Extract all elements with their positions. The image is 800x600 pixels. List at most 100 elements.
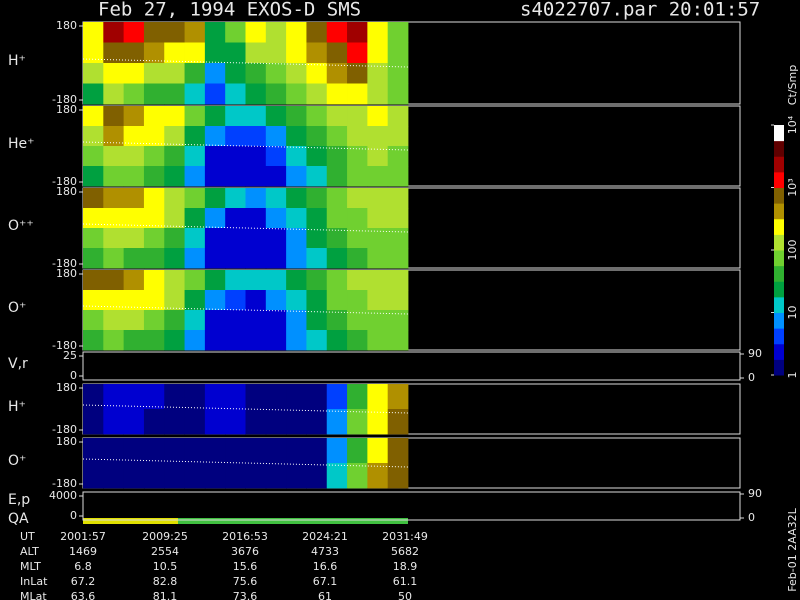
colorbar-swatch xyxy=(774,171,784,188)
ephemeris-value: 3676 xyxy=(231,545,259,558)
colorbar-swatch xyxy=(774,296,784,313)
ephemeris-value: 2024:21 xyxy=(302,530,348,543)
ephemeris-value: 2016:53 xyxy=(222,530,268,543)
y-tick-label: 4000 xyxy=(49,489,77,502)
spectrogram-cell xyxy=(204,126,226,147)
spectrogram-cell xyxy=(204,146,226,167)
ephemeris-value: 61 xyxy=(318,590,332,600)
spectrogram-cell xyxy=(103,438,125,464)
spectrogram-cell xyxy=(123,22,145,43)
spectrogram-cell xyxy=(265,409,287,435)
spectrogram-cell xyxy=(164,270,185,291)
spectrogram-cell xyxy=(326,208,348,229)
colorbar-tick-label: 10³ xyxy=(786,178,799,196)
spectrogram-cell xyxy=(143,384,165,410)
spectrogram-cell xyxy=(245,228,267,249)
spectrogram-cell xyxy=(306,63,328,84)
spectrogram-cell xyxy=(265,166,287,187)
spectrogram-cell xyxy=(286,42,307,64)
spectrogram-cell xyxy=(143,126,165,147)
y-tick-label: -180 xyxy=(52,477,77,490)
spectrogram-cell xyxy=(103,146,125,167)
spectrogram-cell xyxy=(103,310,125,331)
spectrogram-cell xyxy=(164,310,185,331)
spectrogram-cell xyxy=(265,188,287,209)
spectrogram-cell xyxy=(387,228,409,249)
spectrogram-cell xyxy=(164,208,185,229)
spectrogram-cell xyxy=(387,126,409,147)
spectrogram-cell xyxy=(103,126,125,147)
spectrogram-cell xyxy=(164,409,185,435)
spectrogram-cell xyxy=(123,228,145,249)
spectrogram-cell xyxy=(225,208,246,229)
spectrogram-cell xyxy=(347,463,368,489)
spectrogram-cell xyxy=(164,106,185,127)
spectrogram-cell xyxy=(326,106,348,127)
ephemeris-value: 2009:25 xyxy=(142,530,188,543)
y2-tick-label: 0 xyxy=(748,511,755,524)
spectrogram-cell xyxy=(286,438,307,464)
spectrogram-cell xyxy=(265,438,287,464)
spectrogram-cell xyxy=(143,22,165,43)
spectrogram-cell xyxy=(265,208,287,229)
spectrogram-cell xyxy=(164,290,185,311)
spectrogram-cell xyxy=(347,330,368,351)
spectrogram-cell xyxy=(306,330,328,351)
phase-trace xyxy=(82,458,409,468)
spectrogram-cell xyxy=(387,463,409,489)
colorbar-swatch xyxy=(774,140,784,157)
spectrogram-cell xyxy=(347,42,368,64)
spectrogram-cell xyxy=(123,463,145,489)
spectrogram-cell xyxy=(326,166,348,187)
spectrogram-cell xyxy=(245,270,267,291)
spectrogram-cell xyxy=(204,409,226,435)
spectrogram-cell xyxy=(286,228,307,249)
colorbar-swatch xyxy=(774,359,784,376)
spectrogram-cell xyxy=(265,248,287,269)
spectrogram-cell xyxy=(164,188,185,209)
spectrogram-cell xyxy=(164,83,185,105)
spectrogram-cell xyxy=(367,438,389,464)
ephemeris-value: 1469 xyxy=(69,545,97,558)
chart-subtitle: s4022707.par 20:01:57 xyxy=(520,0,760,21)
spectrogram-cell xyxy=(164,463,185,489)
spectrogram-cell xyxy=(103,330,125,351)
spectrogram-cell xyxy=(306,188,328,209)
ephemeris-value: 73.6 xyxy=(233,590,258,600)
spectrogram-cell xyxy=(387,42,409,64)
spectrogram-cell xyxy=(204,106,226,127)
ephemeris-value: 18.9 xyxy=(393,560,418,573)
spectrogram-cell xyxy=(347,188,368,209)
spectrogram-cell xyxy=(225,63,246,84)
spectrogram-cell xyxy=(123,270,145,291)
spectrogram-cell xyxy=(225,146,246,167)
spectrogram-cell xyxy=(286,270,307,291)
spectrogram-cell xyxy=(367,270,389,291)
spectrogram-cell xyxy=(164,126,185,147)
panel-label: E,p xyxy=(8,492,30,508)
phase-trace xyxy=(82,141,409,151)
spectrogram-cell xyxy=(286,208,307,229)
spectrogram-cell xyxy=(83,22,104,43)
y-tick-label: 180 xyxy=(56,103,77,116)
spectrogram-cell xyxy=(367,310,389,331)
spectrogram-cell xyxy=(123,248,145,269)
spectrogram-cell xyxy=(306,126,328,147)
spectrogram-cell xyxy=(367,188,389,209)
spectrogram-cell xyxy=(286,409,307,435)
spectrogram-cell xyxy=(103,290,125,311)
spectrogram-cell xyxy=(367,22,389,43)
spectrogram-cell xyxy=(347,438,368,464)
ephemeris-value: 6.8 xyxy=(74,560,92,573)
spectrogram-cell xyxy=(225,310,246,331)
spectrogram-cell xyxy=(265,310,287,331)
spectrogram-cell xyxy=(265,22,287,43)
spectrogram-cell xyxy=(204,63,226,84)
spectrogram-cell xyxy=(103,106,125,127)
spectrogram-cell xyxy=(387,63,409,84)
spectrogram-cell xyxy=(83,208,104,229)
ephemeris-value: 16.6 xyxy=(313,560,338,573)
spectrogram-cell xyxy=(204,22,226,43)
spectrogram-cell xyxy=(265,83,287,105)
spectrogram-cell xyxy=(387,106,409,127)
